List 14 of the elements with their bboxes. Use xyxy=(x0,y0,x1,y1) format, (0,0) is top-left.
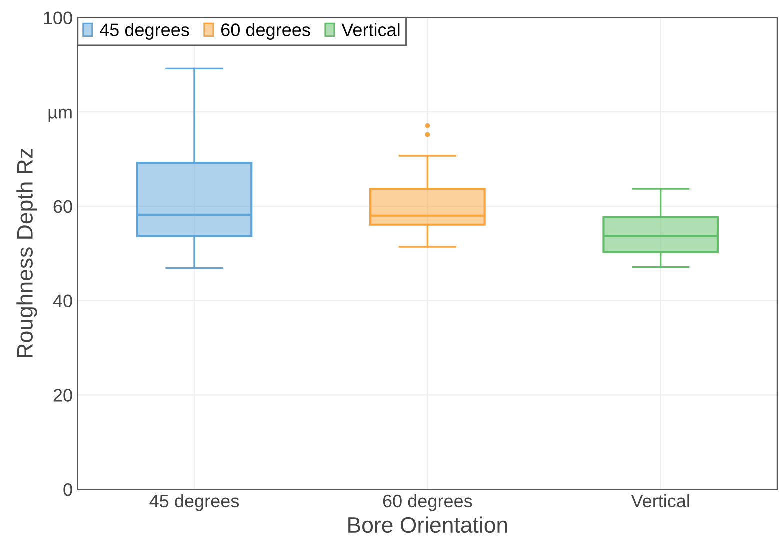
y-tick-label: 100 xyxy=(44,12,72,24)
legend-label: 60 degrees xyxy=(222,23,310,40)
y-tick-label: 0 xyxy=(64,483,72,496)
y-tick-label: 20 xyxy=(54,389,72,402)
x-axis-title: Bore Orientation xyxy=(348,516,508,534)
y-axis-title: Roughness Depth Rz xyxy=(16,149,38,358)
x-tick-label: 45 degrees xyxy=(150,494,240,512)
y-tick-label: 40 xyxy=(53,294,72,308)
y-tick-label: µm xyxy=(48,108,72,122)
x-tick-label: Vertical xyxy=(631,494,690,508)
legend-label: Vertical xyxy=(342,23,400,36)
legend-label: 45 degrees xyxy=(100,23,190,40)
x-tick-label: 60 degrees xyxy=(383,494,472,512)
y-tick-label: 60 xyxy=(54,200,72,214)
